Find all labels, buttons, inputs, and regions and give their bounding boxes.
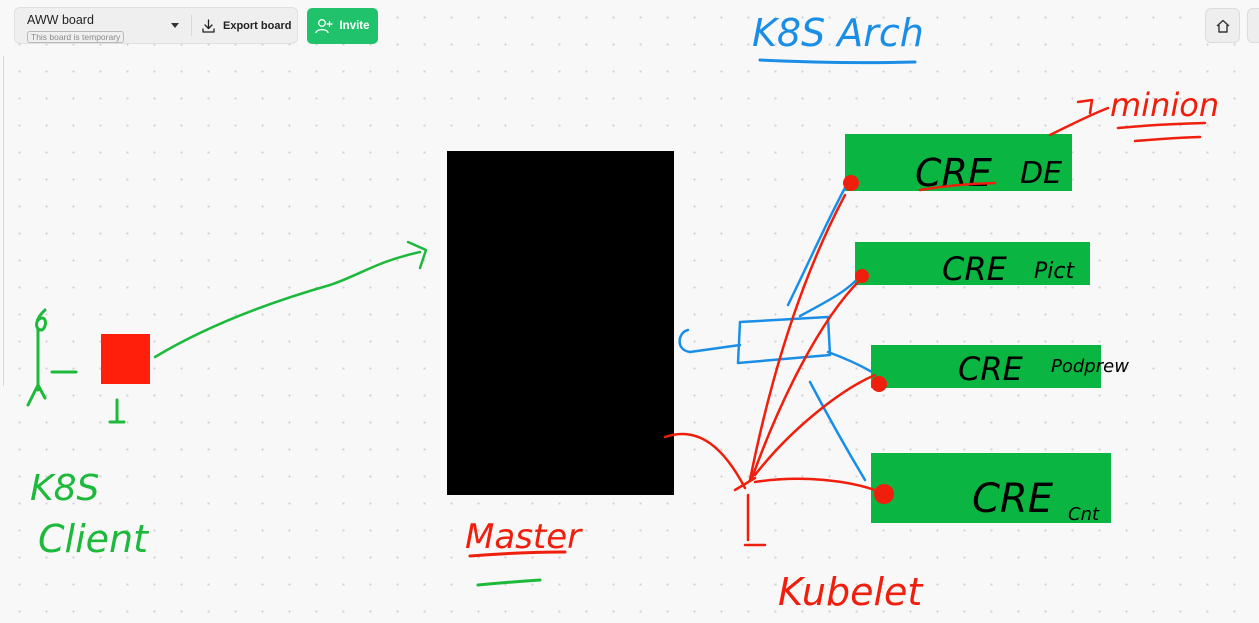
cre-dot-3 [871,376,887,392]
minion-label: minion [1110,86,1219,124]
client-label-line2: Client [38,517,150,561]
left-panel-edge [0,56,4,386]
cre-box-4 [871,453,1111,523]
client-label-line1: K8S [30,468,99,509]
download-icon [202,18,215,33]
board-panel: AWW board This board is temporary Export… [14,7,298,44]
title-text: K8S Arch [752,11,924,55]
master-connector [678,315,832,365]
cre-box-1-sublabel: DE [1020,156,1062,191]
board-title[interactable]: AWW board [27,13,94,27]
kubelet-link-2 [750,278,862,480]
cre-box-3 [871,345,1101,388]
cre-box-1 [845,134,1072,191]
cre-dot-4 [874,484,894,504]
cre-underline [918,181,997,192]
client-to-master-arrow [153,240,428,359]
minion-underline-1 [1116,121,1207,130]
kubelet-label: Kubelet [778,570,924,614]
cre-box-3-label: CRE [958,350,1024,388]
client-tick [108,398,126,424]
temporary-badge: This board is temporary [27,31,125,43]
blue-link-2 [798,276,860,318]
cre-dot-2 [855,269,869,283]
chevron-down-icon[interactable] [171,23,179,28]
master-to-kubelet-link [663,432,767,547]
board-selector[interactable]: AWW board This board is temporary [15,8,191,43]
kubelet-link-3 [753,373,877,477]
export-board-label: Export board [223,19,292,32]
minion-arrow [1048,98,1110,137]
invite-label: Invite [339,20,370,32]
blue-link-3 [826,350,874,374]
master-underline-1 [468,550,567,558]
master-node [447,151,674,495]
side-panel-toggle[interactable] [1247,8,1259,43]
blue-link-1 [786,184,848,307]
cre-box-4-sublabel: Cnt [1068,504,1100,525]
cre-box-4-label: CRE [972,476,1054,522]
blue-link-4 [808,380,867,482]
cre-box-2 [855,242,1090,285]
cre-box-2-sublabel: Pict [1034,259,1075,284]
client-stick-figure [26,308,78,407]
master-label: Master [465,517,583,557]
home-button[interactable] [1205,8,1240,43]
export-board-button[interactable]: Export board [192,8,291,43]
cre-box-3-sublabel: Podprew [1051,356,1129,377]
minion-underline-2 [1133,135,1202,143]
home-icon [1216,19,1229,33]
cre-dot-1 [843,175,859,191]
client-square [101,334,150,384]
title-underline [758,58,917,65]
add-user-icon [315,19,333,34]
cre-box-2-label: CRE [942,250,1008,288]
master-underline-2 [476,578,542,587]
invite-button[interactable]: Invite [307,8,378,44]
toolbar-divider [191,15,192,36]
kubelet-link-4 [753,477,882,494]
kubelet-link-1 [748,193,847,482]
